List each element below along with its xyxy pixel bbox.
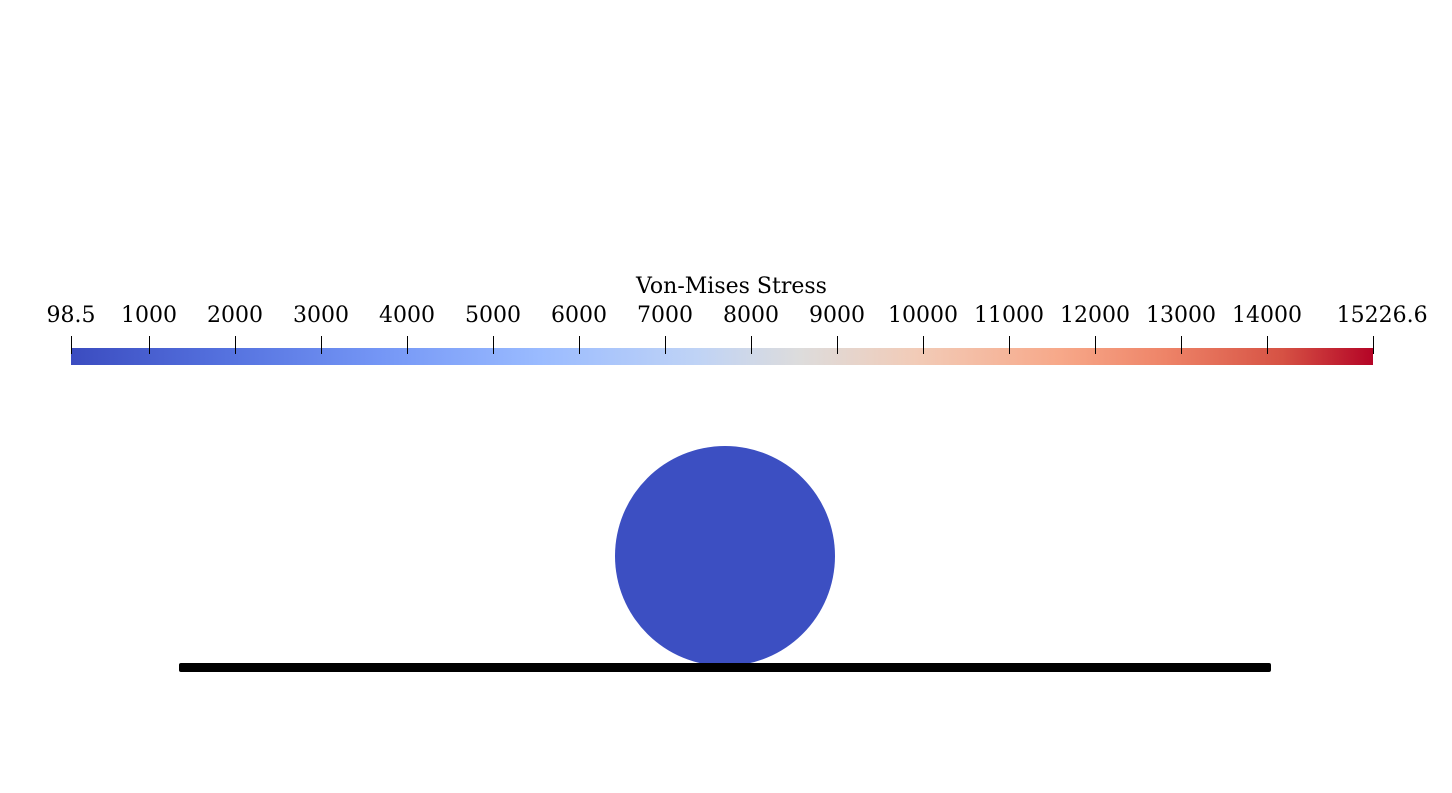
colorbar-tick-label: 5000 [465, 303, 521, 328]
colorbar-tick [751, 336, 752, 354]
colorbar-tick-label: 12000 [1060, 303, 1130, 328]
colorbar-tick-label: 8000 [723, 303, 779, 328]
colorbar-tick [493, 336, 494, 354]
colorbar-tick-label: 9000 [809, 303, 865, 328]
colorbar-tick-label: 14000 [1232, 303, 1302, 328]
colorbar-tick-label: 11000 [974, 303, 1044, 328]
colorbar-tick [923, 336, 924, 354]
colorbar-tick [407, 336, 408, 354]
colorbar-tick [665, 336, 666, 354]
colorbar-tick [321, 336, 322, 354]
colorbar-tick-label: 2000 [207, 303, 263, 328]
colorbar-tick [235, 336, 236, 354]
colorbar-tick [71, 336, 72, 354]
colorbar-tick-label: 10000 [888, 303, 958, 328]
colorbar-tick-label: 1000 [121, 303, 177, 328]
colorbar-tick-label: 15226.6 [1336, 303, 1428, 328]
colorbar-tick-label: 7000 [637, 303, 693, 328]
colorbar-tick [579, 336, 580, 354]
plate [179, 663, 1271, 672]
colorbar-tick [837, 336, 838, 354]
colorbar-tick [149, 336, 150, 354]
colorbar-title: Von-Mises Stress [636, 274, 827, 299]
colorbar-tick-label: 4000 [379, 303, 435, 328]
colorbar-tick-label: 13000 [1146, 303, 1216, 328]
colorbar-tick [1009, 336, 1010, 354]
colorbar-tick [1181, 336, 1182, 354]
colorbar-tick-label: 98.5 [46, 303, 96, 328]
colorbar-tick [1095, 336, 1096, 354]
colorbar-tick [1267, 336, 1268, 354]
ball [615, 446, 835, 666]
colorbar-tick [1373, 336, 1374, 354]
colorbar-tick-label: 3000 [293, 303, 349, 328]
colorbar [71, 348, 1373, 365]
colorbar-tick-label: 6000 [551, 303, 607, 328]
